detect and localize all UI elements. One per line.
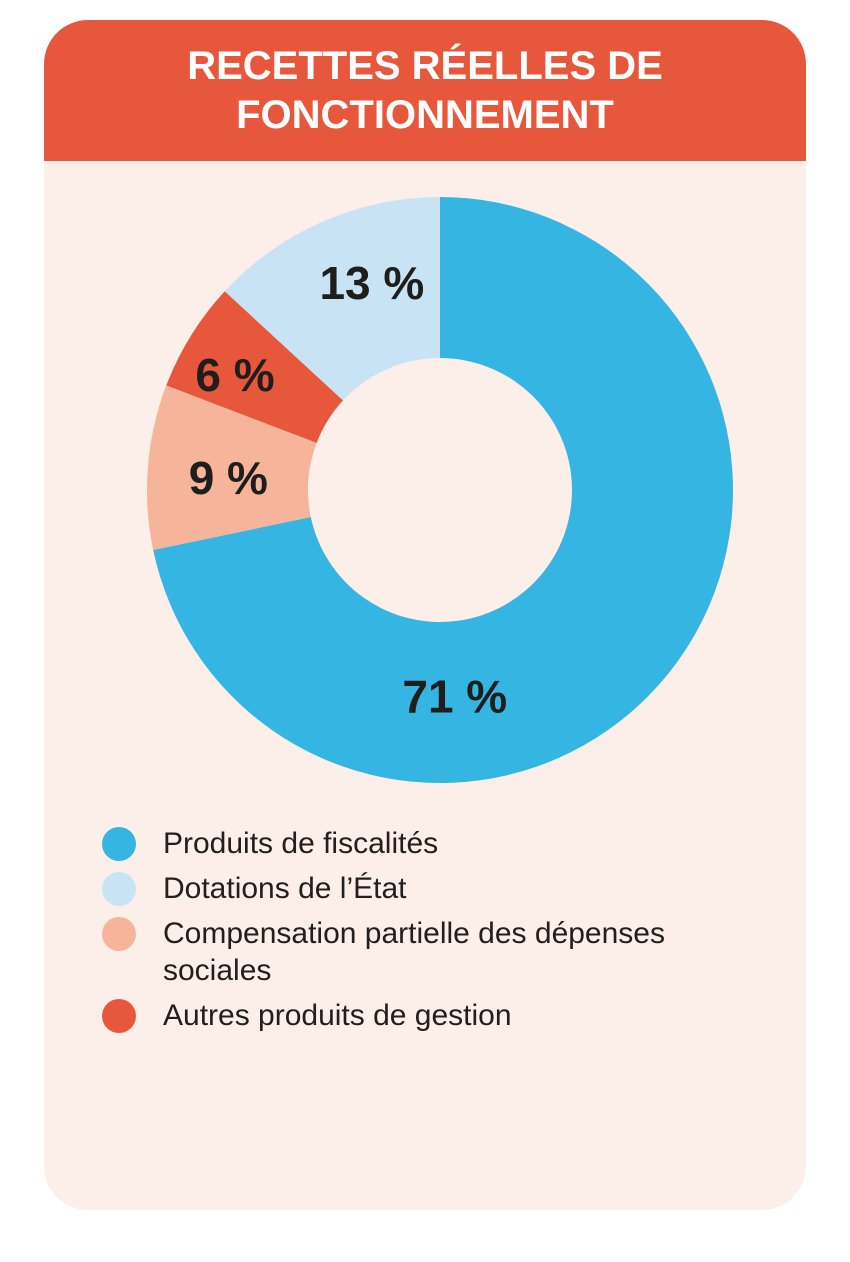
- legend-label: Dotations de l’État: [163, 872, 407, 905]
- legend-label: Autres produits de gestion: [163, 999, 512, 1032]
- legend-marker-dot: [102, 917, 136, 951]
- slice-label-1: 13 %: [319, 257, 424, 309]
- legend-item-dotations-etat: Dotations de l’État: [102, 870, 762, 907]
- card-header: RECETTES RÉELLES DE FONCTIONNEMENT: [44, 20, 806, 161]
- legend-item-produits-fiscalites: Produits de fiscalités: [102, 825, 762, 862]
- page-title-line-2: FONCTIONNEMENT: [236, 92, 614, 137]
- legend: Produits de fiscalités Dotations de l’Ét…: [102, 825, 762, 1034]
- legend-marker-dot: [102, 999, 136, 1033]
- legend-label: Produits de fiscalités: [163, 827, 439, 860]
- legend-item-autres-produits: Autres produits de gestion: [102, 997, 762, 1034]
- legend-marker-dot: [102, 827, 136, 861]
- donut-slice-3: [166, 291, 344, 443]
- page-title-line-1: RECETTES RÉELLES DE: [187, 43, 663, 88]
- legend-item-compensation-sociales: Compensation partielle des dépenses soci…: [102, 915, 762, 989]
- donut-slice-2: [146, 385, 317, 551]
- slice-label-2: 9 %: [189, 452, 268, 504]
- donut-slice-0: [153, 197, 733, 783]
- donut-slice-1: [224, 197, 440, 401]
- slice-label-0: 71 %: [402, 670, 507, 722]
- legend-marker-dot: [102, 872, 136, 906]
- legend-label: Compensation partielle des dépenses soci…: [163, 917, 665, 987]
- slice-label-3: 6 %: [195, 349, 274, 401]
